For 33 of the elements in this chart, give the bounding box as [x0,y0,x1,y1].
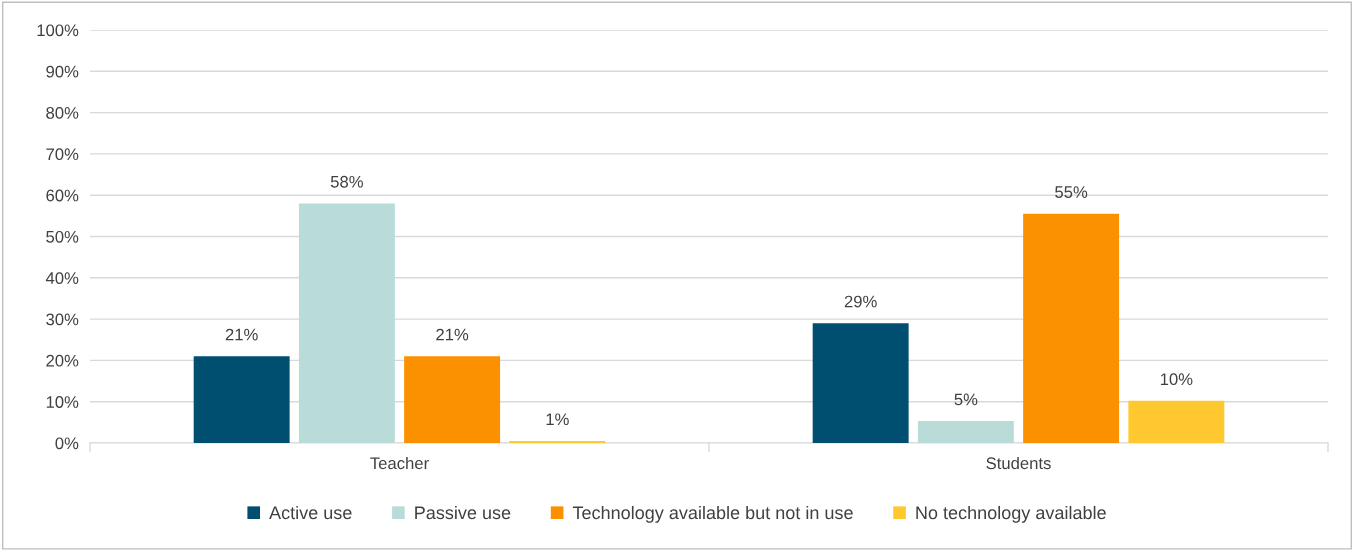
data-label: 55% [1055,186,1088,198]
bar [298,203,395,443]
data-label: 29% [844,295,877,308]
y-tick-label: 10% [46,396,79,408]
data-label: 21% [436,328,469,341]
y-tick-label: 50% [46,230,79,243]
bar [1023,213,1120,443]
y-tick-label: 80% [46,107,79,119]
bar [509,440,606,443]
y-tick-label: 70% [46,148,79,161]
x-tick-label: Students [986,456,1051,470]
bar [917,421,1014,443]
y-tick-label: 60% [46,189,79,202]
y-tick-label: 40% [45,272,79,284]
data-label: 58% [330,175,363,188]
data-label: 10% [1160,373,1193,386]
data-label: 1% [546,413,569,426]
y-tick-label: 30% [46,313,79,326]
data-label: 21% [225,328,258,341]
x-tick-label: Teacher [370,456,429,470]
bar [193,356,290,443]
bar [1128,400,1225,443]
bar [812,323,909,443]
y-tick-label: 100% [37,24,79,37]
y-tick-label: 90% [46,65,79,78]
legend-label: Active use [269,505,352,520]
bar [404,356,501,443]
legend-label: Passive use [415,505,511,520]
legend-label: Technology available but not in use [572,505,853,523]
data-label: 5% [954,393,978,406]
legend-label: No technology available [916,505,1106,523]
y-tick-label: 0% [55,437,79,450]
y-tick-label: 20% [46,354,79,367]
